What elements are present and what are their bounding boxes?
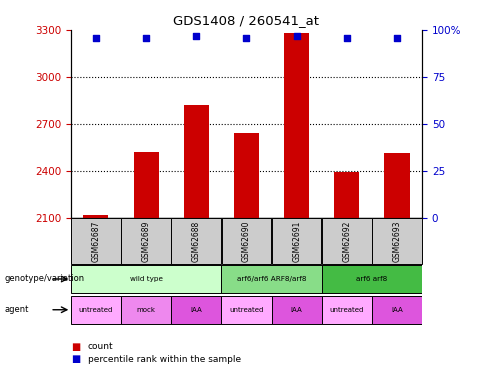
Text: arf6/arf6 ARF8/arf8: arf6/arf6 ARF8/arf8: [237, 276, 306, 282]
FancyBboxPatch shape: [322, 265, 422, 293]
FancyBboxPatch shape: [71, 265, 222, 293]
FancyBboxPatch shape: [222, 218, 271, 264]
FancyBboxPatch shape: [372, 296, 422, 324]
FancyBboxPatch shape: [271, 296, 322, 324]
Bar: [83, 215, 108, 217]
Text: GSM62691: GSM62691: [292, 220, 301, 262]
Text: GSM62690: GSM62690: [242, 220, 251, 262]
Text: GSM62687: GSM62687: [91, 220, 101, 262]
Text: mock: mock: [137, 307, 156, 313]
Text: count: count: [88, 342, 114, 351]
Text: wild type: wild type: [129, 276, 163, 282]
Point: [343, 34, 351, 40]
Bar: [134, 152, 159, 217]
FancyBboxPatch shape: [322, 218, 372, 264]
Point: [243, 34, 250, 40]
Point: [142, 34, 150, 40]
Text: IAA: IAA: [190, 307, 202, 313]
Text: IAA: IAA: [391, 307, 403, 313]
Point: [293, 33, 301, 39]
Text: untreated: untreated: [79, 307, 113, 313]
Bar: [284, 33, 309, 218]
FancyBboxPatch shape: [272, 218, 322, 264]
Text: ■: ■: [71, 342, 80, 352]
FancyBboxPatch shape: [222, 296, 271, 324]
Text: GSM62688: GSM62688: [192, 220, 201, 262]
Text: agent: agent: [5, 305, 29, 314]
Text: untreated: untreated: [329, 307, 364, 313]
FancyBboxPatch shape: [171, 296, 222, 324]
Text: ■: ■: [71, 354, 80, 364]
FancyBboxPatch shape: [121, 296, 171, 324]
Text: percentile rank within the sample: percentile rank within the sample: [88, 355, 241, 364]
Text: GSM62689: GSM62689: [142, 220, 151, 262]
Text: genotype/variation: genotype/variation: [5, 274, 85, 283]
Text: GSM62693: GSM62693: [392, 220, 402, 262]
Bar: [385, 153, 409, 218]
Point: [192, 33, 200, 39]
Bar: [234, 133, 259, 218]
Text: untreated: untreated: [229, 307, 264, 313]
Text: IAA: IAA: [291, 307, 303, 313]
FancyBboxPatch shape: [322, 296, 372, 324]
Point: [92, 34, 100, 40]
FancyBboxPatch shape: [171, 218, 221, 264]
Text: arf6 arf8: arf6 arf8: [356, 276, 387, 282]
FancyBboxPatch shape: [71, 218, 121, 264]
FancyBboxPatch shape: [71, 296, 121, 324]
Bar: [334, 172, 359, 217]
Point: [393, 34, 401, 40]
Bar: [183, 105, 209, 218]
FancyBboxPatch shape: [121, 218, 171, 264]
FancyBboxPatch shape: [222, 265, 322, 293]
Title: GDS1408 / 260541_at: GDS1408 / 260541_at: [173, 15, 320, 27]
FancyBboxPatch shape: [372, 218, 422, 264]
Text: GSM62692: GSM62692: [342, 220, 351, 262]
